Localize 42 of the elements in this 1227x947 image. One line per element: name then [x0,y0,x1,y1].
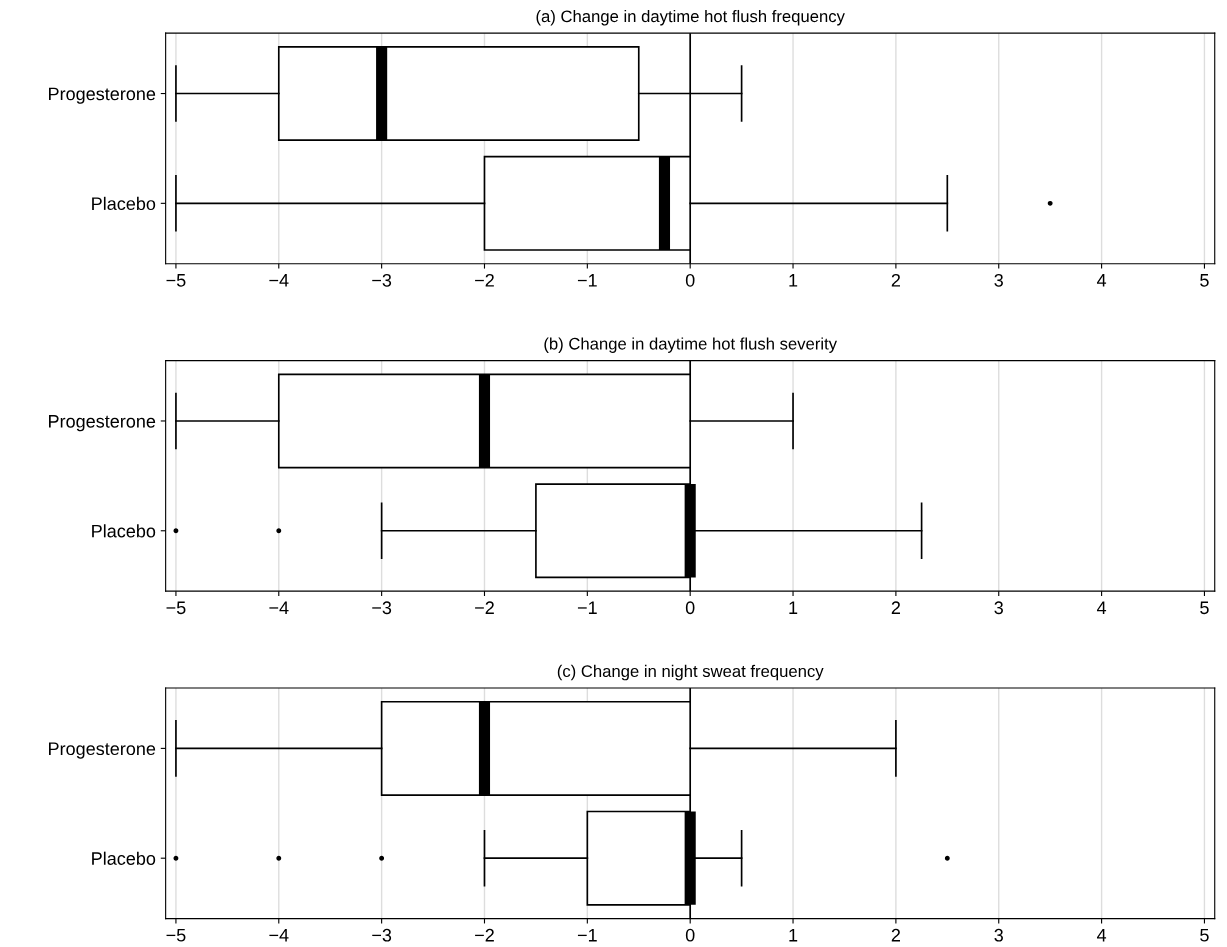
x-tick-label: 5 [1200,928,1209,942]
x-tick-label: −5 [166,601,186,615]
x-tick-label: 1 [789,274,798,287]
x-tick-label: −4 [269,274,289,287]
chart-title: (b) Change in daytime hot flush severity [544,337,837,353]
x-tick-label: −4 [269,601,289,614]
x-tick-label: 0 [685,601,695,615]
y-tick-label: Placebo [92,851,156,865]
y-tick-label: Progesterone [49,87,156,104]
x-tick-label: −1 [577,274,597,287]
x-tick-label: 5 [1200,601,1209,615]
x-tick-label: −3 [372,928,392,942]
x-tick-label: 0 [685,928,695,942]
x-tick-label: 4 [1096,274,1107,287]
y-tick-label: Placebo [92,524,156,538]
x-tick-label: −3 [372,273,392,287]
x-tick-label: −2 [475,928,494,942]
x-tick-label: −5 [166,928,186,942]
chart-title: (a) Change in daytime hot flush frequency [536,9,845,26]
x-tick-label: −3 [372,601,392,615]
x-tick-label: 0 [685,273,695,287]
x-tick-label: −5 [166,274,186,287]
x-tick-label: 4 [1096,928,1107,942]
y-tick-label: Placebo [92,196,156,211]
x-tick-label: 5 [1200,274,1209,287]
x-tick-label: 1 [789,601,798,614]
x-tick-label: 3 [994,928,1003,942]
y-tick-label: Progesterone [49,742,156,759]
x-tick-label: 2 [891,273,901,287]
x-tick-label: 3 [994,601,1003,615]
x-tick-label: −1 [577,928,597,942]
y-tick-label: Progesterone [49,415,156,432]
x-tick-label: −4 [269,928,289,942]
x-tick-label: 4 [1096,601,1107,614]
x-tick-label: −2 [475,273,494,287]
x-tick-label: −1 [577,601,597,614]
x-tick-label: 2 [891,928,901,942]
x-tick-label: 3 [994,273,1003,287]
x-tick-label: −2 [475,601,494,614]
x-tick-label: 1 [789,928,798,942]
chart-title: (c) Change in night sweat frequency [557,664,824,681]
x-tick-label: 2 [891,601,901,614]
